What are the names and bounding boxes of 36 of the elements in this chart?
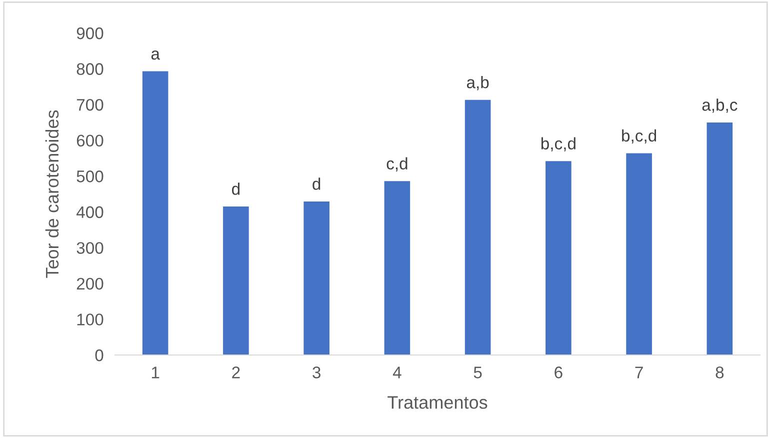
- x-tick-label: 5: [474, 366, 482, 378]
- bar: [142, 71, 168, 355]
- annotation: b,c,d: [541, 137, 576, 152]
- y-axis-title: Teor de carotenoides: [45, 110, 59, 278]
- x-axis-title: Tratamentos: [388, 396, 488, 409]
- bar: [223, 206, 249, 355]
- x-tick-label: 1: [152, 366, 160, 378]
- annotation: d: [312, 178, 320, 190]
- y-tick-label: 400: [76, 206, 104, 218]
- bar: [546, 161, 572, 355]
- annotation: c,d: [386, 157, 408, 172]
- annotation: a,b: [466, 76, 489, 90]
- bar: [304, 202, 330, 355]
- annotation: d: [232, 182, 240, 195]
- y-tick-label: 500: [76, 170, 104, 182]
- bar: [464, 100, 491, 355]
- y-tick-label: 600: [76, 134, 104, 147]
- annotation: a: [151, 50, 160, 60]
- y-tick-label: 100: [77, 314, 104, 326]
- x-tick-label: 2: [232, 366, 240, 378]
- y-tick-label: 200: [76, 278, 104, 290]
- x-tick-label: 3: [312, 366, 320, 378]
- annotation: b,c,d: [622, 129, 656, 144]
- y-tick-label: 800: [76, 63, 104, 75]
- bar: [626, 153, 652, 355]
- y-tick-label: 300: [76, 242, 104, 254]
- bar: [384, 181, 410, 355]
- annotation: a,b,c: [702, 98, 738, 113]
- x-tick-label: 7: [635, 366, 643, 378]
- bar: [706, 122, 733, 355]
- y-tick-label: 900: [76, 27, 104, 40]
- x-tick-label: 4: [392, 366, 402, 378]
- y-tick-label: 700: [76, 98, 104, 111]
- x-tick-label: 6: [554, 366, 562, 378]
- y-tick-label: 0: [95, 349, 104, 362]
- x-tick-label: 8: [716, 366, 724, 378]
